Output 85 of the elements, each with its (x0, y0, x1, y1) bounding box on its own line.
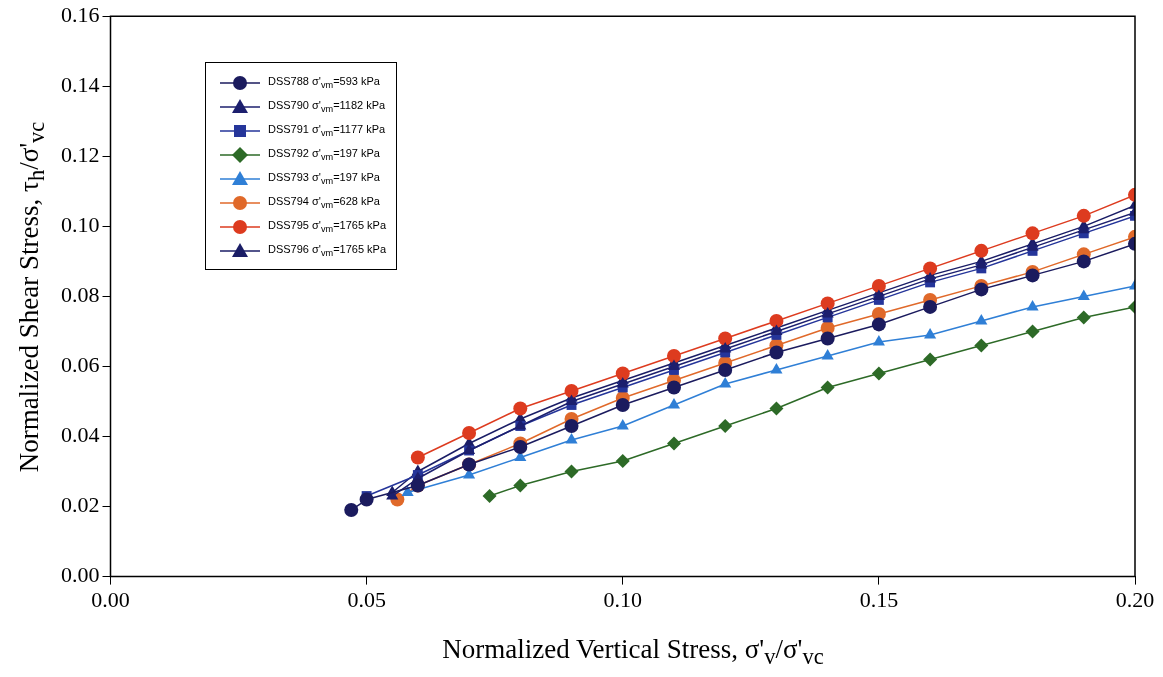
legend-label: DSS792 σ'$_{vm}$=197 kPa (268, 147, 380, 163)
point (1076, 254, 1091, 269)
legend-label: DSS788 σ'$_{vm}$=593 kPa (268, 75, 380, 91)
y-tick-label: 0.08 (61, 282, 100, 308)
point (666, 436, 681, 451)
point (564, 383, 579, 398)
x-tick-label: 0.20 (1115, 586, 1155, 612)
point (1077, 222, 1090, 234)
point (1026, 240, 1039, 251)
y-tick-label: 0.14 (61, 72, 100, 98)
point (1025, 226, 1040, 241)
point (719, 341, 732, 353)
point (513, 478, 528, 493)
point (1025, 324, 1040, 339)
point (769, 313, 784, 328)
point (482, 489, 497, 504)
x-tick-label: 0.10 (603, 586, 642, 612)
point (615, 397, 630, 412)
legend-label: DSS790 σ'$_{vm}$=1182 kPa (268, 99, 386, 115)
point (1077, 289, 1090, 300)
point (359, 492, 374, 507)
point (718, 362, 733, 377)
x-tick-label: 0.05 (347, 586, 386, 612)
point (401, 485, 414, 497)
legend-label: DSS791 σ'$_{vm}$=1177 kPa (268, 123, 386, 139)
point (974, 282, 989, 297)
point (872, 334, 885, 346)
y-tick-label: 0.02 (61, 492, 100, 518)
legend-label: DSS796 σ'$_{vm}$=1765 kPa (268, 243, 387, 259)
x-tick-label: 0.15 (859, 586, 899, 612)
point (564, 464, 579, 479)
point (871, 278, 886, 293)
y-tick-label: 0.12 (61, 142, 100, 168)
point (615, 454, 630, 469)
point (410, 450, 425, 465)
point (344, 503, 359, 518)
point (924, 327, 937, 339)
point (564, 418, 579, 433)
point (871, 366, 886, 381)
point (719, 376, 732, 388)
point (565, 433, 578, 444)
point (821, 306, 834, 318)
x-axis-title: Normalized Vertical Stress, σ'$_{v}$/σ'$_{vc}$ (442, 633, 824, 671)
x-tick-label: 0.00 (91, 586, 130, 612)
point (513, 401, 528, 416)
point (615, 366, 630, 381)
point (924, 271, 937, 283)
point (666, 348, 681, 363)
point (616, 418, 629, 430)
point (770, 362, 783, 374)
point (565, 394, 578, 405)
legend-label: DSS794 σ'$_{vm}$=628 kPa (268, 195, 380, 211)
point (1076, 310, 1091, 325)
point (770, 324, 783, 335)
point (975, 313, 988, 325)
y-tick-label: 0.04 (61, 422, 100, 448)
point (718, 331, 733, 346)
point (871, 317, 886, 332)
point (820, 296, 835, 311)
legend-label: DSS793 σ'$_{vm}$=197 kPa (268, 171, 380, 187)
point (769, 345, 784, 360)
point (820, 331, 835, 346)
point (923, 299, 938, 314)
point (974, 243, 989, 258)
y-tick-label: 0.06 (61, 352, 100, 378)
point (666, 380, 681, 395)
point (923, 261, 938, 276)
point (1025, 268, 1040, 283)
point (667, 359, 681, 370)
legend-label: DSS795 σ'$_{vm}$=1765 kPa (268, 219, 387, 235)
point (974, 338, 989, 353)
point (513, 440, 528, 455)
point (769, 401, 784, 416)
point (821, 348, 834, 360)
point (872, 289, 885, 300)
point (462, 426, 477, 440)
point (718, 418, 733, 433)
point (1076, 208, 1091, 223)
y-tick-label: 0.16 (61, 1, 100, 27)
point (1026, 299, 1039, 311)
point (616, 376, 629, 388)
point (820, 380, 835, 395)
y-tick-label: 0.00 (61, 562, 100, 588)
point (923, 352, 938, 367)
y-tick-label: 0.10 (61, 212, 100, 238)
